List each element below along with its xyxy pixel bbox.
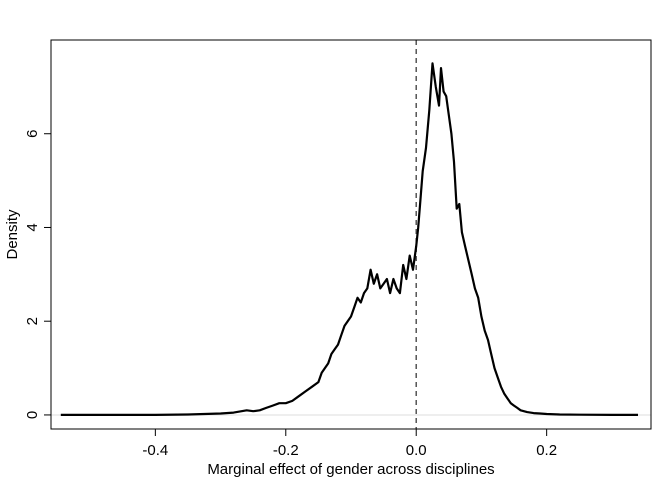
plot-frame <box>50 39 652 430</box>
density-curve-line <box>60 62 638 416</box>
x-tick-label: 0.0 <box>406 442 427 459</box>
y-axis: 0 2 4 6 <box>24 130 51 419</box>
x-tick-label: 0.2 <box>536 442 557 459</box>
x-axis: -0.4 -0.2 0.0 0.2 <box>142 428 557 459</box>
y-tick-label: 4 <box>24 223 41 231</box>
x-tick-label: -0.4 <box>142 442 168 459</box>
x-axis-label: Marginal effect of gender across discipl… <box>207 461 494 478</box>
x-tick-label: -0.2 <box>273 442 299 459</box>
y-tick-label: 6 <box>24 130 41 138</box>
y-axis-label: Density <box>4 209 21 260</box>
y-tick-label: 2 <box>24 317 41 325</box>
y-tick-label: 0 <box>24 411 41 419</box>
